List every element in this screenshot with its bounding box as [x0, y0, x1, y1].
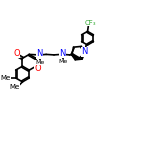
- Text: N: N: [59, 49, 66, 58]
- Text: O: O: [13, 49, 20, 58]
- Text: N: N: [37, 49, 43, 58]
- Text: Me: Me: [0, 75, 10, 81]
- Text: Me: Me: [58, 59, 67, 64]
- Text: Me: Me: [35, 60, 44, 65]
- Text: Me: Me: [9, 84, 20, 90]
- Text: CF₃: CF₃: [85, 20, 96, 26]
- Text: N: N: [81, 47, 88, 56]
- Text: O: O: [34, 64, 41, 73]
